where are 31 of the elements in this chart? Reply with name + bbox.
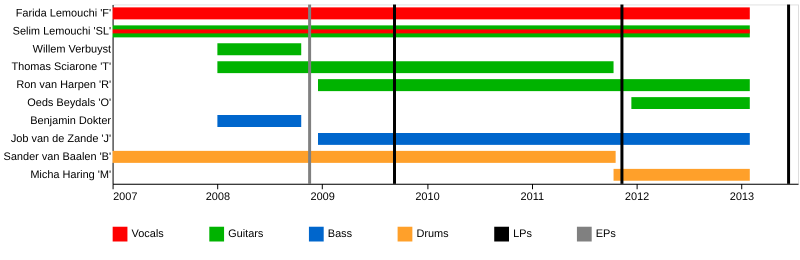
legend-label: EPs xyxy=(596,228,616,240)
bar xyxy=(631,97,750,110)
x-tick-label: 2012 xyxy=(624,191,650,204)
x-tick-label: 2013 xyxy=(730,191,754,204)
bar xyxy=(217,115,302,127)
legend-label: Drums xyxy=(416,228,450,240)
x-tick-label: 2009 xyxy=(310,191,335,204)
y-tick-label: Willem Verbuyst xyxy=(32,43,112,56)
x-tick-label: 2010 xyxy=(415,191,440,204)
x-tick-label: 2007 xyxy=(113,191,138,204)
y-tick-label: Micha Haring 'M' xyxy=(30,168,112,181)
y-tick-label: Sander van Baalen 'B' xyxy=(4,150,112,163)
legend-label: Bass xyxy=(328,228,353,240)
legend-label: Vocals xyxy=(132,228,164,240)
y-tick-label: Benjamin Dokter xyxy=(30,114,112,127)
y-tick-label: Selim Lemouchi 'SL' xyxy=(12,25,112,38)
x-tick-label: 2008 xyxy=(206,191,230,204)
y-tick-label: Farida Lemouchi 'F' xyxy=(16,7,112,20)
y-tick-label: Oeds Beydals 'O' xyxy=(27,97,112,110)
bar xyxy=(217,61,614,74)
legend-label: LPs xyxy=(513,228,532,240)
legend-label: Guitars xyxy=(228,228,264,240)
y-tick-label: Job van de Zande 'J' xyxy=(10,132,112,145)
bar xyxy=(318,132,750,145)
bar xyxy=(614,168,750,181)
bar xyxy=(112,150,616,163)
bar xyxy=(217,43,302,56)
y-tick-label: Thomas Sciarone 'T' xyxy=(11,61,112,74)
y-tick-label: Ron van Harpen 'R' xyxy=(16,79,112,92)
bar xyxy=(318,79,750,92)
x-tick-label: 2011 xyxy=(520,191,544,204)
